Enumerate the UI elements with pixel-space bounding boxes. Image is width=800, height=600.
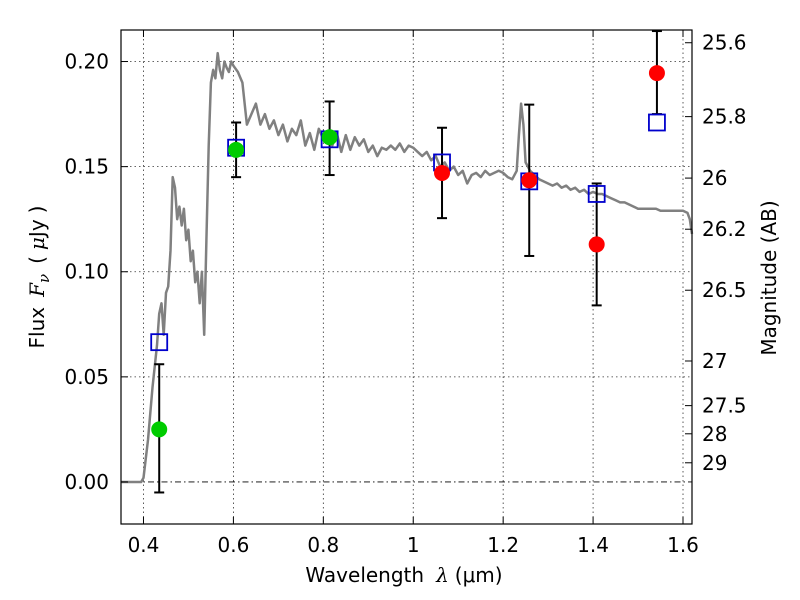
y-tick-label: 0.00 — [64, 470, 109, 494]
x-tick-label: 1.2 — [487, 533, 519, 557]
mag-tick-label: 27 — [702, 349, 727, 373]
x-tick-label: 0.6 — [217, 533, 249, 557]
plot-frame — [120, 29, 693, 525]
y-axis-label: FluxFν(μJy) — [25, 206, 53, 349]
error-bars — [154, 30, 662, 494]
square-marker — [150, 333, 169, 352]
mag-tick-label: 25.6 — [702, 31, 747, 55]
x-tick-label: 0.8 — [307, 533, 339, 557]
data-markers — [150, 65, 666, 438]
mag-tick-label: 26 — [702, 166, 727, 190]
red-circle-marker — [588, 236, 605, 253]
model-spectrum — [121, 51, 694, 484]
y2-axis-label: Magnitude (AB) — [757, 200, 781, 355]
mag-tick-label: 27.5 — [702, 394, 747, 418]
mag-tick-label: 28 — [702, 422, 727, 446]
y-tick-label: 0.20 — [64, 50, 109, 74]
red-circle-marker — [521, 172, 538, 189]
square-marker — [587, 185, 606, 203]
mag-tick-label: 25.8 — [702, 105, 747, 129]
x-tick-label: 0.4 — [128, 533, 160, 557]
red-circle-marker — [648, 65, 665, 82]
square-marker — [648, 113, 666, 132]
green-circle-marker — [151, 421, 168, 438]
y-tick-label: 0.15 — [64, 155, 109, 179]
red-circle-marker — [434, 164, 451, 181]
green-circle-marker — [228, 141, 245, 158]
y-tick-label: 0.05 — [64, 365, 109, 389]
y-tick-label: 0.10 — [64, 260, 109, 284]
x-axis-label: Wavelength λ (μm) — [305, 563, 502, 587]
model-spectrum-line — [121, 51, 694, 484]
mag-tick-label: 29 — [702, 451, 727, 475]
x-tick-label: 1.6 — [667, 533, 699, 557]
mag-tick-label: 26.5 — [702, 278, 747, 302]
green-circle-marker — [321, 129, 338, 146]
mag-tick-label: 26.2 — [702, 217, 747, 241]
axis-ticks: 0.4 0.6 0.8 1 1.2 1.4 1.6 0.00 0.05 0.10 0.15 0.20 2… — [64, 30, 747, 557]
x-tick-label: 1.4 — [577, 533, 609, 557]
x-tick-label: 1 — [407, 533, 420, 557]
